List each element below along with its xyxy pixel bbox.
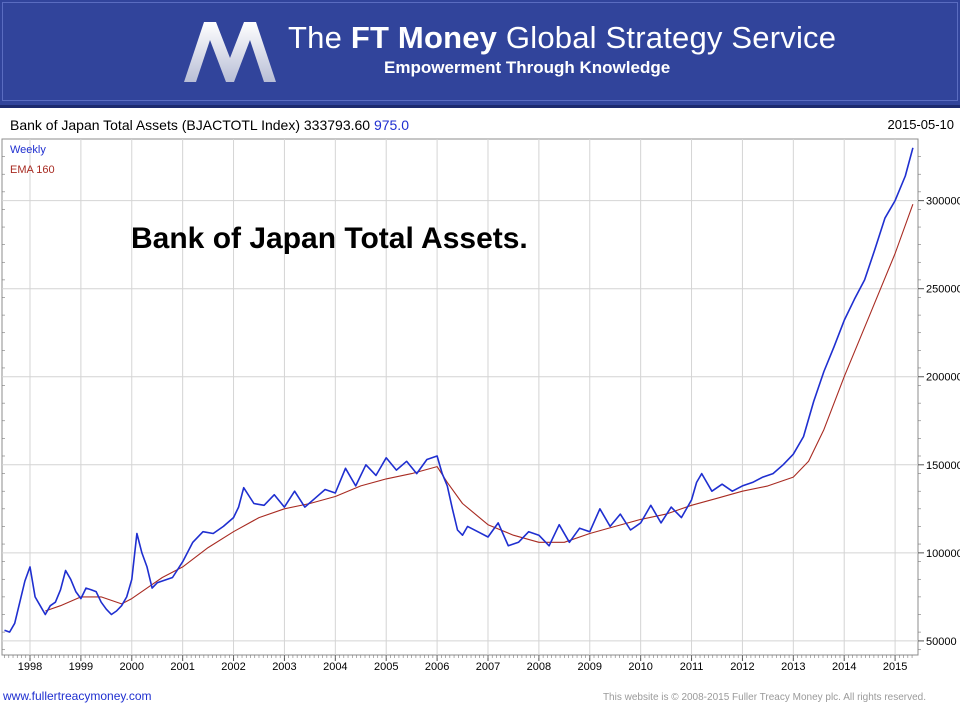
y-tick-label: 200000 — [926, 372, 960, 384]
x-tick-label: 2000 — [120, 661, 144, 673]
ema-series-line — [45, 204, 914, 612]
service-tagline: Empowerment Through Knowledge — [384, 58, 671, 77]
chart-change-value: 975.0 — [373, 117, 409, 133]
x-tick-labels: 1998 1999 2000 2001 2002 2003 2004 2005 2006 2007… — [18, 661, 908, 673]
x-tick-label: 2012 — [730, 661, 754, 673]
ft-money-logo-icon — [184, 22, 276, 82]
x-tick-label: 2006 — [425, 661, 449, 673]
x-tick-label: 2008 — [527, 661, 551, 673]
y-tick-label: 100000 — [926, 548, 960, 560]
legend-weekly: Weekly — [10, 144, 46, 156]
chart-title: Bank of Japan Total Assets (BJACTOTL Ind… — [10, 117, 409, 133]
footer-copyright: This website is © 2008-2015 Fuller Treac… — [602, 692, 926, 703]
x-tick-label: 1998 — [18, 661, 42, 673]
y-tick-label: 150000 — [926, 460, 960, 472]
header-banner: The FT Money Global Strategy Service Emp… — [0, 0, 960, 108]
x-tick-label: 2010 — [628, 661, 652, 673]
x-tick-label: 2007 — [476, 661, 500, 673]
legend-ema: EMA 160 — [10, 164, 55, 176]
plot-area — [1, 138, 919, 656]
x-tick-label: 2004 — [323, 661, 347, 673]
axis-ticks — [2, 156, 924, 661]
x-tick-label: 2015 — [883, 661, 907, 673]
footer-site-link[interactable]: www.fullertreacymoney.com — [3, 689, 152, 703]
weekly-series-line — [4, 147, 914, 633]
x-tick-label: 2009 — [578, 661, 602, 673]
x-tick-label: 2003 — [272, 661, 296, 673]
y-tick-label: 50000 — [926, 636, 957, 648]
y-tick-label: 250000 — [926, 284, 960, 296]
x-tick-label: 2005 — [374, 661, 398, 673]
series-lines — [4, 147, 914, 633]
x-tick-label: 2001 — [170, 661, 194, 673]
service-title: The FT Money Global Strategy Service — [288, 20, 837, 55]
chart-annotation: Bank of Japan Total Assets. — [131, 222, 528, 255]
y-tick-label: 300000 — [926, 196, 960, 208]
y-gridlines — [2, 200, 918, 642]
x-tick-label: 2011 — [680, 661, 704, 673]
banner-frame — [2, 2, 958, 101]
chart-date: 2015-05-10 — [887, 117, 955, 132]
x-tick-label: 2002 — [221, 661, 245, 673]
x-tick-label: 1999 — [69, 661, 93, 673]
x-tick-label: 2013 — [781, 661, 805, 673]
y-tick-labels: 50000 100000 150000 200000 250000 300000 — [926, 196, 960, 648]
x-tick-label: 2014 — [832, 661, 856, 673]
